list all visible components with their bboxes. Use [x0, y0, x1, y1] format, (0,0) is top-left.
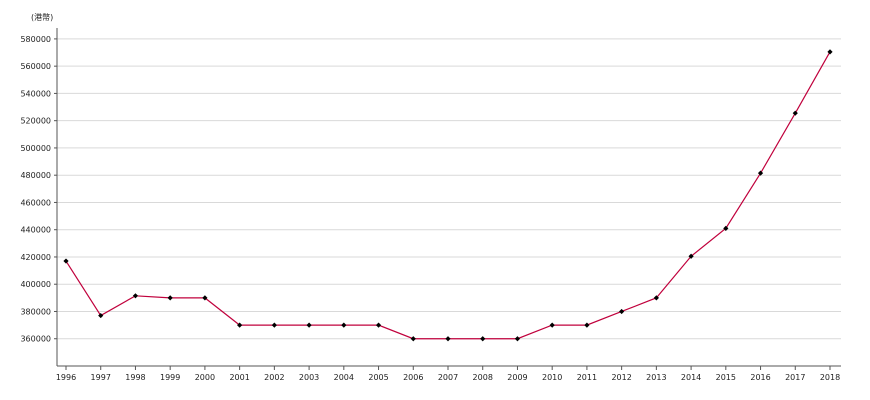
y-tick-label: 380000: [20, 307, 51, 316]
y-tick-label: 460000: [20, 198, 51, 207]
x-tick-label: 2011: [577, 373, 597, 382]
x-tick-label: 1996: [56, 373, 76, 382]
data-point-marker: [480, 336, 486, 342]
data-point-marker: [619, 308, 625, 315]
y-tick-label: 560000: [20, 62, 51, 71]
data-point-marker: [757, 170, 764, 176]
x-tick-label: 2004: [334, 373, 354, 382]
x-axis-ticks: 1996 1997 1998 1999 2000 2001 2002 2003 2004 2005…: [56, 366, 840, 382]
x-tick-label: 1998: [125, 373, 145, 382]
series-group: [63, 49, 833, 342]
x-tick-label: 2009: [507, 373, 527, 382]
y-tick-label: 360000: [20, 335, 51, 344]
y-tick-label: 480000: [20, 171, 51, 180]
x-tick-label: 2017: [785, 373, 805, 382]
data-point-marker: [375, 322, 382, 328]
x-tick-label: 2008: [473, 373, 493, 382]
y-tick-label: 500000: [20, 144, 51, 153]
data-point-marker: [202, 295, 208, 301]
data-point-marker: [723, 225, 729, 231]
data-point-marker: [132, 293, 139, 299]
data-point-marker: [306, 322, 312, 328]
data-point-marker: [341, 322, 347, 328]
y-tick-label: 400000: [20, 280, 51, 289]
x-tick-label: 2003: [299, 373, 319, 382]
x-tick-label: 2018: [820, 373, 840, 382]
data-point-marker: [688, 253, 694, 259]
x-tick-label: 2010: [542, 373, 562, 382]
data-point-marker: [827, 49, 833, 55]
data-point-marker: [514, 336, 521, 342]
y-tick-label: 540000: [20, 89, 51, 98]
x-tick-label: 2006: [403, 373, 423, 382]
x-tick-label: 2012: [611, 373, 631, 382]
x-tick-label: 2000: [195, 373, 215, 382]
data-point-marker: [445, 336, 451, 342]
x-tick-label: 1997: [91, 373, 111, 382]
y-tick-label: 440000: [20, 226, 51, 235]
gridlines: [57, 38, 841, 340]
x-tick-label: 2015: [716, 373, 736, 382]
data-point-marker: [237, 322, 243, 328]
y-tick-label: 580000: [20, 35, 51, 44]
y-tick-label: 520000: [20, 117, 51, 126]
data-point-marker: [167, 295, 173, 301]
y-axis-unit-label: (港幣): [31, 12, 53, 22]
y-tick-label: 420000: [20, 253, 51, 262]
data-point-marker: [271, 322, 277, 328]
x-tick-label: 1999: [160, 373, 180, 382]
series-line: [65, 51, 831, 340]
data-point-marker: [584, 322, 590, 328]
y-axis-ticks: 360000 380000 400000 420000 440000 460000 4800…: [20, 35, 57, 344]
data-point-marker: [63, 258, 69, 264]
data-point-marker: [653, 295, 659, 301]
data-point-marker: [410, 336, 416, 342]
x-tick-label: 2016: [750, 373, 770, 382]
data-point-marker: [792, 110, 798, 116]
x-tick-label: 2013: [646, 373, 666, 382]
x-tick-label: 2001: [229, 373, 249, 382]
data-point-marker: [549, 322, 555, 328]
x-tick-label: 2014: [681, 373, 701, 382]
x-tick-label: 2005: [368, 373, 388, 382]
x-tick-label: 2007: [438, 373, 458, 382]
data-point-marker: [98, 312, 104, 319]
x-tick-label: 2002: [264, 373, 284, 382]
